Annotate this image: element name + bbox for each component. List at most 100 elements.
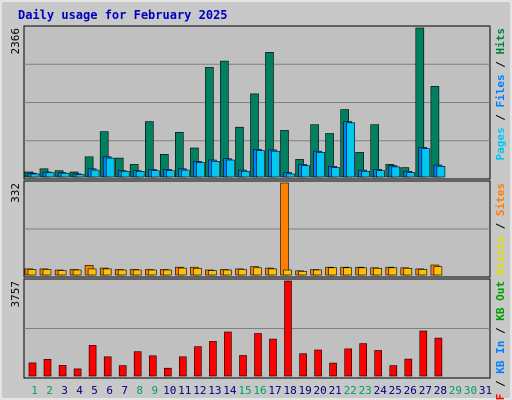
bar-kb-f-day-21 <box>329 362 337 377</box>
bar-visits-day-16 <box>253 267 262 276</box>
x-tick-label: 4 <box>76 384 83 397</box>
x-tick-label: 28 <box>434 384 447 397</box>
bar-kb-f-day-10 <box>164 367 172 377</box>
series-legend: Visits / Sites <box>494 183 507 276</box>
chart-title: Daily usage for February 2025 <box>18 8 228 22</box>
bar-visits-day-22 <box>343 267 353 276</box>
bar-kb-f-day-20 <box>314 349 322 377</box>
bar-pages-day-12 <box>196 162 205 178</box>
bar-visits-day-27 <box>418 269 428 276</box>
legend-part: KB F <box>494 394 507 400</box>
bar-kb-f-day-19 <box>299 353 307 377</box>
x-tick-label: 14 <box>223 384 237 397</box>
bar-pages-day-24 <box>376 170 386 178</box>
series-legend: KB F / KB In / KB Out <box>494 281 507 400</box>
bar-visits-day-12 <box>193 267 202 276</box>
bar-pages-day-19 <box>301 165 310 178</box>
bar-pages-day-21 <box>331 167 340 178</box>
series-legend: Pages / Files / Hits <box>494 28 507 161</box>
bar-visits-day-25 <box>388 267 398 276</box>
bar-visits-day-17 <box>268 268 277 276</box>
bar-visits-day-18 <box>283 269 292 276</box>
x-tick-label: 30 <box>464 384 477 397</box>
x-tick-label: 22 <box>344 384 357 397</box>
bar-pages-day-16 <box>256 150 265 178</box>
x-tick-label: 31 <box>479 384 492 397</box>
bar-kb-f-day-12 <box>194 346 202 377</box>
bar-pages-day-28 <box>436 166 446 178</box>
bar-pages-day-22 <box>346 122 356 178</box>
bar-pages-day-23 <box>361 171 371 178</box>
x-tick-label: 27 <box>419 384 432 397</box>
bar-visits-day-15 <box>238 269 247 276</box>
bar-pages-day-25 <box>391 166 401 178</box>
legend-part: Sites <box>494 183 507 216</box>
bar-kb-f-day-18 <box>284 280 292 377</box>
bar-sites-day-18 <box>280 182 289 276</box>
bar-pages-day-5 <box>90 169 100 178</box>
x-tick-label: 23 <box>359 384 372 397</box>
bar-pages-day-20 <box>316 152 325 178</box>
bar-kb-f-day-22 <box>344 348 353 377</box>
bar-visits-day-4 <box>72 269 82 276</box>
x-tick-label: 21 <box>329 384 342 397</box>
legend-part: / <box>494 216 507 236</box>
bar-pages-day-13 <box>211 161 220 178</box>
x-tick-label: 3 <box>61 384 68 397</box>
bar-pages-day-18 <box>286 173 295 178</box>
x-tick-label: 19 <box>298 384 311 397</box>
bar-visits-day-2 <box>42 269 52 276</box>
bar-kb-f-day-25 <box>389 365 398 377</box>
bar-kb-f-day-28 <box>434 337 443 377</box>
x-tick-label: 26 <box>404 384 417 397</box>
x-tick-label: 16 <box>253 384 266 397</box>
x-tick-label: 11 <box>178 384 191 397</box>
bar-pages-day-10 <box>166 170 175 178</box>
x-tick-label: 9 <box>151 384 158 397</box>
x-tick-label: 8 <box>136 384 143 397</box>
legend-part: Visits <box>494 236 507 276</box>
bar-pages-day-27 <box>421 148 431 178</box>
chart-panel-3: 3757 KB F / KB In / KB Out <box>9 278 507 400</box>
bar-kb-f-day-7 <box>118 365 127 377</box>
bar-kb-f-day-6 <box>103 356 112 377</box>
x-tick-label: 13 <box>208 384 221 397</box>
bar-visits-day-28 <box>433 266 443 276</box>
legend-part: KB In <box>494 341 507 374</box>
bar-visits-day-9 <box>148 269 157 276</box>
bar-visits-day-19 <box>298 271 307 276</box>
x-tick-label: 15 <box>238 384 251 397</box>
x-tick-label: 6 <box>106 384 113 397</box>
bar-pages-day-17 <box>271 150 280 178</box>
x-tick-label: 7 <box>121 384 128 397</box>
x-tick-label: 10 <box>163 384 176 397</box>
bar-kb-f-day-23 <box>359 343 368 377</box>
bar-kb-f-day-8 <box>133 351 142 377</box>
bar-pages-day-3 <box>60 172 70 178</box>
bar-kb-f-day-5 <box>88 345 97 377</box>
bar-kb-f-day-17 <box>269 338 277 377</box>
legend-part: / <box>494 374 507 394</box>
bar-visits-day-11 <box>178 267 187 276</box>
bar-hits-day-9 <box>145 121 154 178</box>
bar-hits-day-18 <box>280 130 289 178</box>
bar-pages-day-9 <box>151 170 160 178</box>
y-max-label: 332 <box>9 183 22 203</box>
bar-visits-day-23 <box>358 267 368 276</box>
bar-pages-day-2 <box>45 172 55 178</box>
chart-panel-1: 2366 Pages / Files / Hits <box>9 25 507 180</box>
bar-visits-day-5 <box>87 268 97 276</box>
legend-part: / <box>494 108 507 128</box>
bar-kb-f-day-16 <box>254 333 262 377</box>
legend-part: / <box>494 55 507 75</box>
bar-pages-day-4 <box>75 174 85 178</box>
bar-visits-day-21 <box>328 267 337 276</box>
y-max-label: 2366 <box>9 28 22 55</box>
bar-pages-day-1 <box>30 173 40 178</box>
bar-kb-f-day-2 <box>43 358 52 377</box>
x-tick-label: 1 <box>31 384 38 397</box>
x-tick-label: 25 <box>389 384 402 397</box>
bar-kb-f-day-1 <box>28 362 37 377</box>
